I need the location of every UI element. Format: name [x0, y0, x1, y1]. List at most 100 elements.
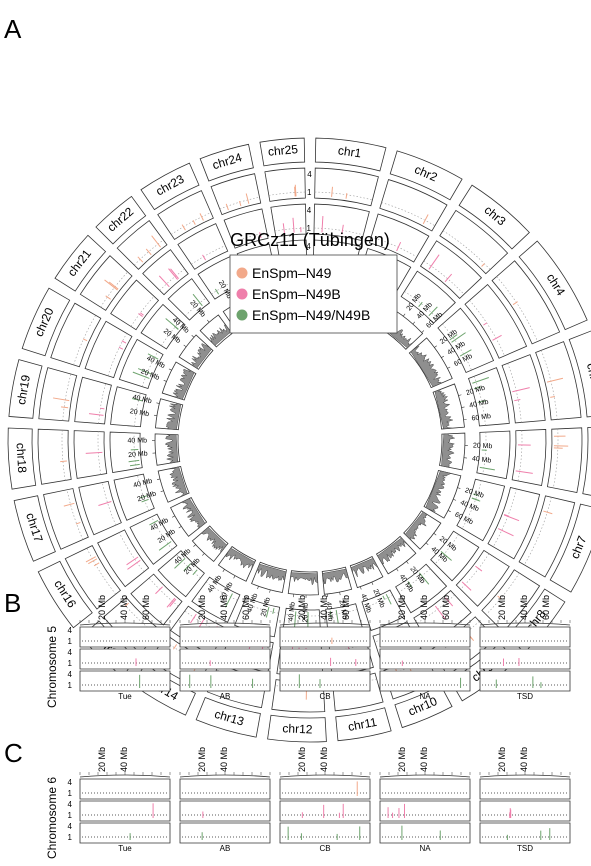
chr20-mb-tick	[168, 368, 172, 371]
chr16-track-n49	[64, 545, 121, 610]
chr7-track-both-mark	[471, 497, 481, 502]
strip-b-strain-label-CB: CB	[319, 692, 330, 701]
strip-c-strain-label-AB: AB	[220, 844, 231, 853]
chr23-track-n49b-baseline	[191, 245, 226, 265]
chr19-track-n49	[38, 367, 78, 422]
chr1-track-n49b-mark	[321, 216, 324, 233]
chr18-track-both	[109, 431, 143, 474]
chr24-track-n49-mark	[238, 200, 242, 207]
chr9-track-both-baseline	[398, 568, 431, 593]
chr8-track-n49b-mark	[461, 581, 472, 591]
strip-b-AB-mb-tick: 20 Mb	[197, 595, 207, 620]
strip-b-Tue-track-0	[79, 626, 171, 648]
strip-c-NA-mb-tick: 40 Mb	[419, 747, 429, 772]
chr20-track-n49b-mark	[121, 340, 127, 344]
chr23-track-n49b-mark	[202, 254, 207, 261]
chr3-track-n49b-mark	[444, 273, 453, 283]
chr10-track-both	[361, 589, 405, 631]
chr20-track-n49b	[84, 320, 133, 379]
strip-b-strain-label-TSD: TSD	[517, 692, 533, 701]
strip-b-strain-label-Tue: Tue	[118, 692, 132, 701]
chr6-density-hist	[441, 433, 456, 468]
chr11-track-both-mark	[335, 609, 339, 624]
chr5-track-n49b-baseline	[507, 363, 522, 423]
chr1-track-n49b-baseline	[314, 227, 364, 236]
chr20-label-band	[21, 287, 71, 357]
chr22-track-both-mark	[192, 293, 203, 307]
chr2-track-n49b-baseline	[371, 236, 417, 258]
strip-c-TSD-mb-tick: 20 Mb	[497, 747, 507, 772]
chr17-label-band	[13, 495, 56, 562]
chr6-track-n49	[546, 427, 583, 493]
chr11-density-hist	[322, 568, 350, 585]
chr9-track-n49b-baseline	[416, 594, 455, 624]
strip-b-NA-mb-tick: 20 Mb	[397, 595, 407, 620]
chr7-track-both-baseline	[461, 480, 482, 529]
chr16-density-hist	[182, 498, 206, 530]
chr13-mb-label: 20 Mb	[260, 597, 272, 618]
chr5-track-both-mark	[477, 400, 487, 403]
strip-c-CB-mb-tick: 20 Mb	[297, 747, 307, 772]
chr5-track-both-mark	[472, 377, 489, 384]
chr6-track-both-baseline	[482, 432, 487, 475]
strip-b-AB-track-2	[179, 670, 271, 692]
chr8-mb-tick	[425, 542, 429, 546]
strip-c-TSD-mb-tick: 40 Mb	[519, 747, 529, 772]
chr22-track-n49	[116, 220, 168, 270]
chr17-track-n49	[43, 488, 89, 550]
strip-c-tick-high: 4	[68, 800, 73, 809]
chr21-track-n49b	[110, 279, 160, 331]
chr21-track-both	[140, 303, 186, 350]
chr7-density-hist	[425, 470, 452, 513]
chr25-track-n49b-mark	[282, 223, 286, 234]
chr25-track-n49-baseline	[268, 191, 306, 196]
strip-c-AB-track-0	[179, 778, 271, 800]
chr5-label-band	[568, 330, 591, 418]
chr20-track-both	[118, 338, 164, 390]
chr4-mb-tick	[441, 355, 445, 358]
chr17-track-both-baseline	[137, 475, 150, 511]
chr6-track-n49b-baseline	[517, 430, 523, 481]
strip-b-TSD-track-0	[479, 626, 571, 648]
strip-c-tick-low: 1	[68, 833, 73, 842]
chr9-density-track	[375, 535, 417, 575]
chr22-track-both-baseline	[185, 297, 207, 317]
strip-b-CB-mb-tick: 60 Mb	[341, 595, 351, 620]
chr18-track-n49-baseline	[61, 430, 66, 481]
chr13-track-both-mark	[272, 608, 275, 614]
chr8-track-both	[430, 530, 480, 582]
chromosome-6-panel: 20 Mb 40 Mb 4 1 4 1 4 1 Tue 20 Mb 40 Mb AB 20 Mb 40 M…	[68, 747, 571, 853]
chr4-track-n49b-mark	[492, 334, 502, 341]
chr15-track-both-baseline	[176, 554, 201, 579]
chr19-label-band	[8, 359, 43, 419]
strip-b-strain-label-NA: NA	[419, 692, 431, 701]
chr17-mb-label: 40 Mb	[133, 478, 154, 490]
chr21-track-n49b-mark	[138, 313, 143, 317]
chr4-track-both-mark	[459, 349, 472, 357]
chr2-track-n49	[379, 179, 448, 232]
chr23-track-n49b	[177, 223, 229, 270]
strip-c-strain-label-TSD: TSD	[517, 844, 533, 853]
chr2-track-n49b	[368, 213, 430, 263]
strip-c-strain-label-CB: CB	[319, 844, 330, 853]
chr7-track-n49-mark	[543, 510, 553, 515]
chromosome-label-chr25: chr25	[267, 142, 299, 159]
chr19-density-hist	[165, 402, 182, 430]
chr3-track-n49	[439, 209, 509, 275]
chr22-density-hist	[209, 324, 232, 346]
chr1-track-n49b	[313, 203, 370, 242]
chr9-mb-tick	[396, 568, 399, 572]
chr6-track-n49b	[511, 429, 547, 487]
chr24-track-n49-mark	[245, 193, 250, 204]
strip-b-TSD-track-2	[479, 670, 571, 692]
chr5-track-n49b-mark	[512, 387, 530, 393]
chr16-label-band	[37, 560, 93, 629]
chr11-mb-tick	[339, 592, 341, 596]
chr4-track-n49-baseline	[496, 276, 538, 342]
chr4-mb-tick	[434, 345, 437, 348]
chr5-track-both-baseline	[473, 376, 486, 426]
chr21-label-band	[54, 234, 107, 292]
chr9-track-n49b-mark	[445, 597, 454, 607]
strip-c-strain-label-NA: NA	[419, 844, 431, 853]
strip-b-tick-high: 4	[68, 670, 73, 679]
